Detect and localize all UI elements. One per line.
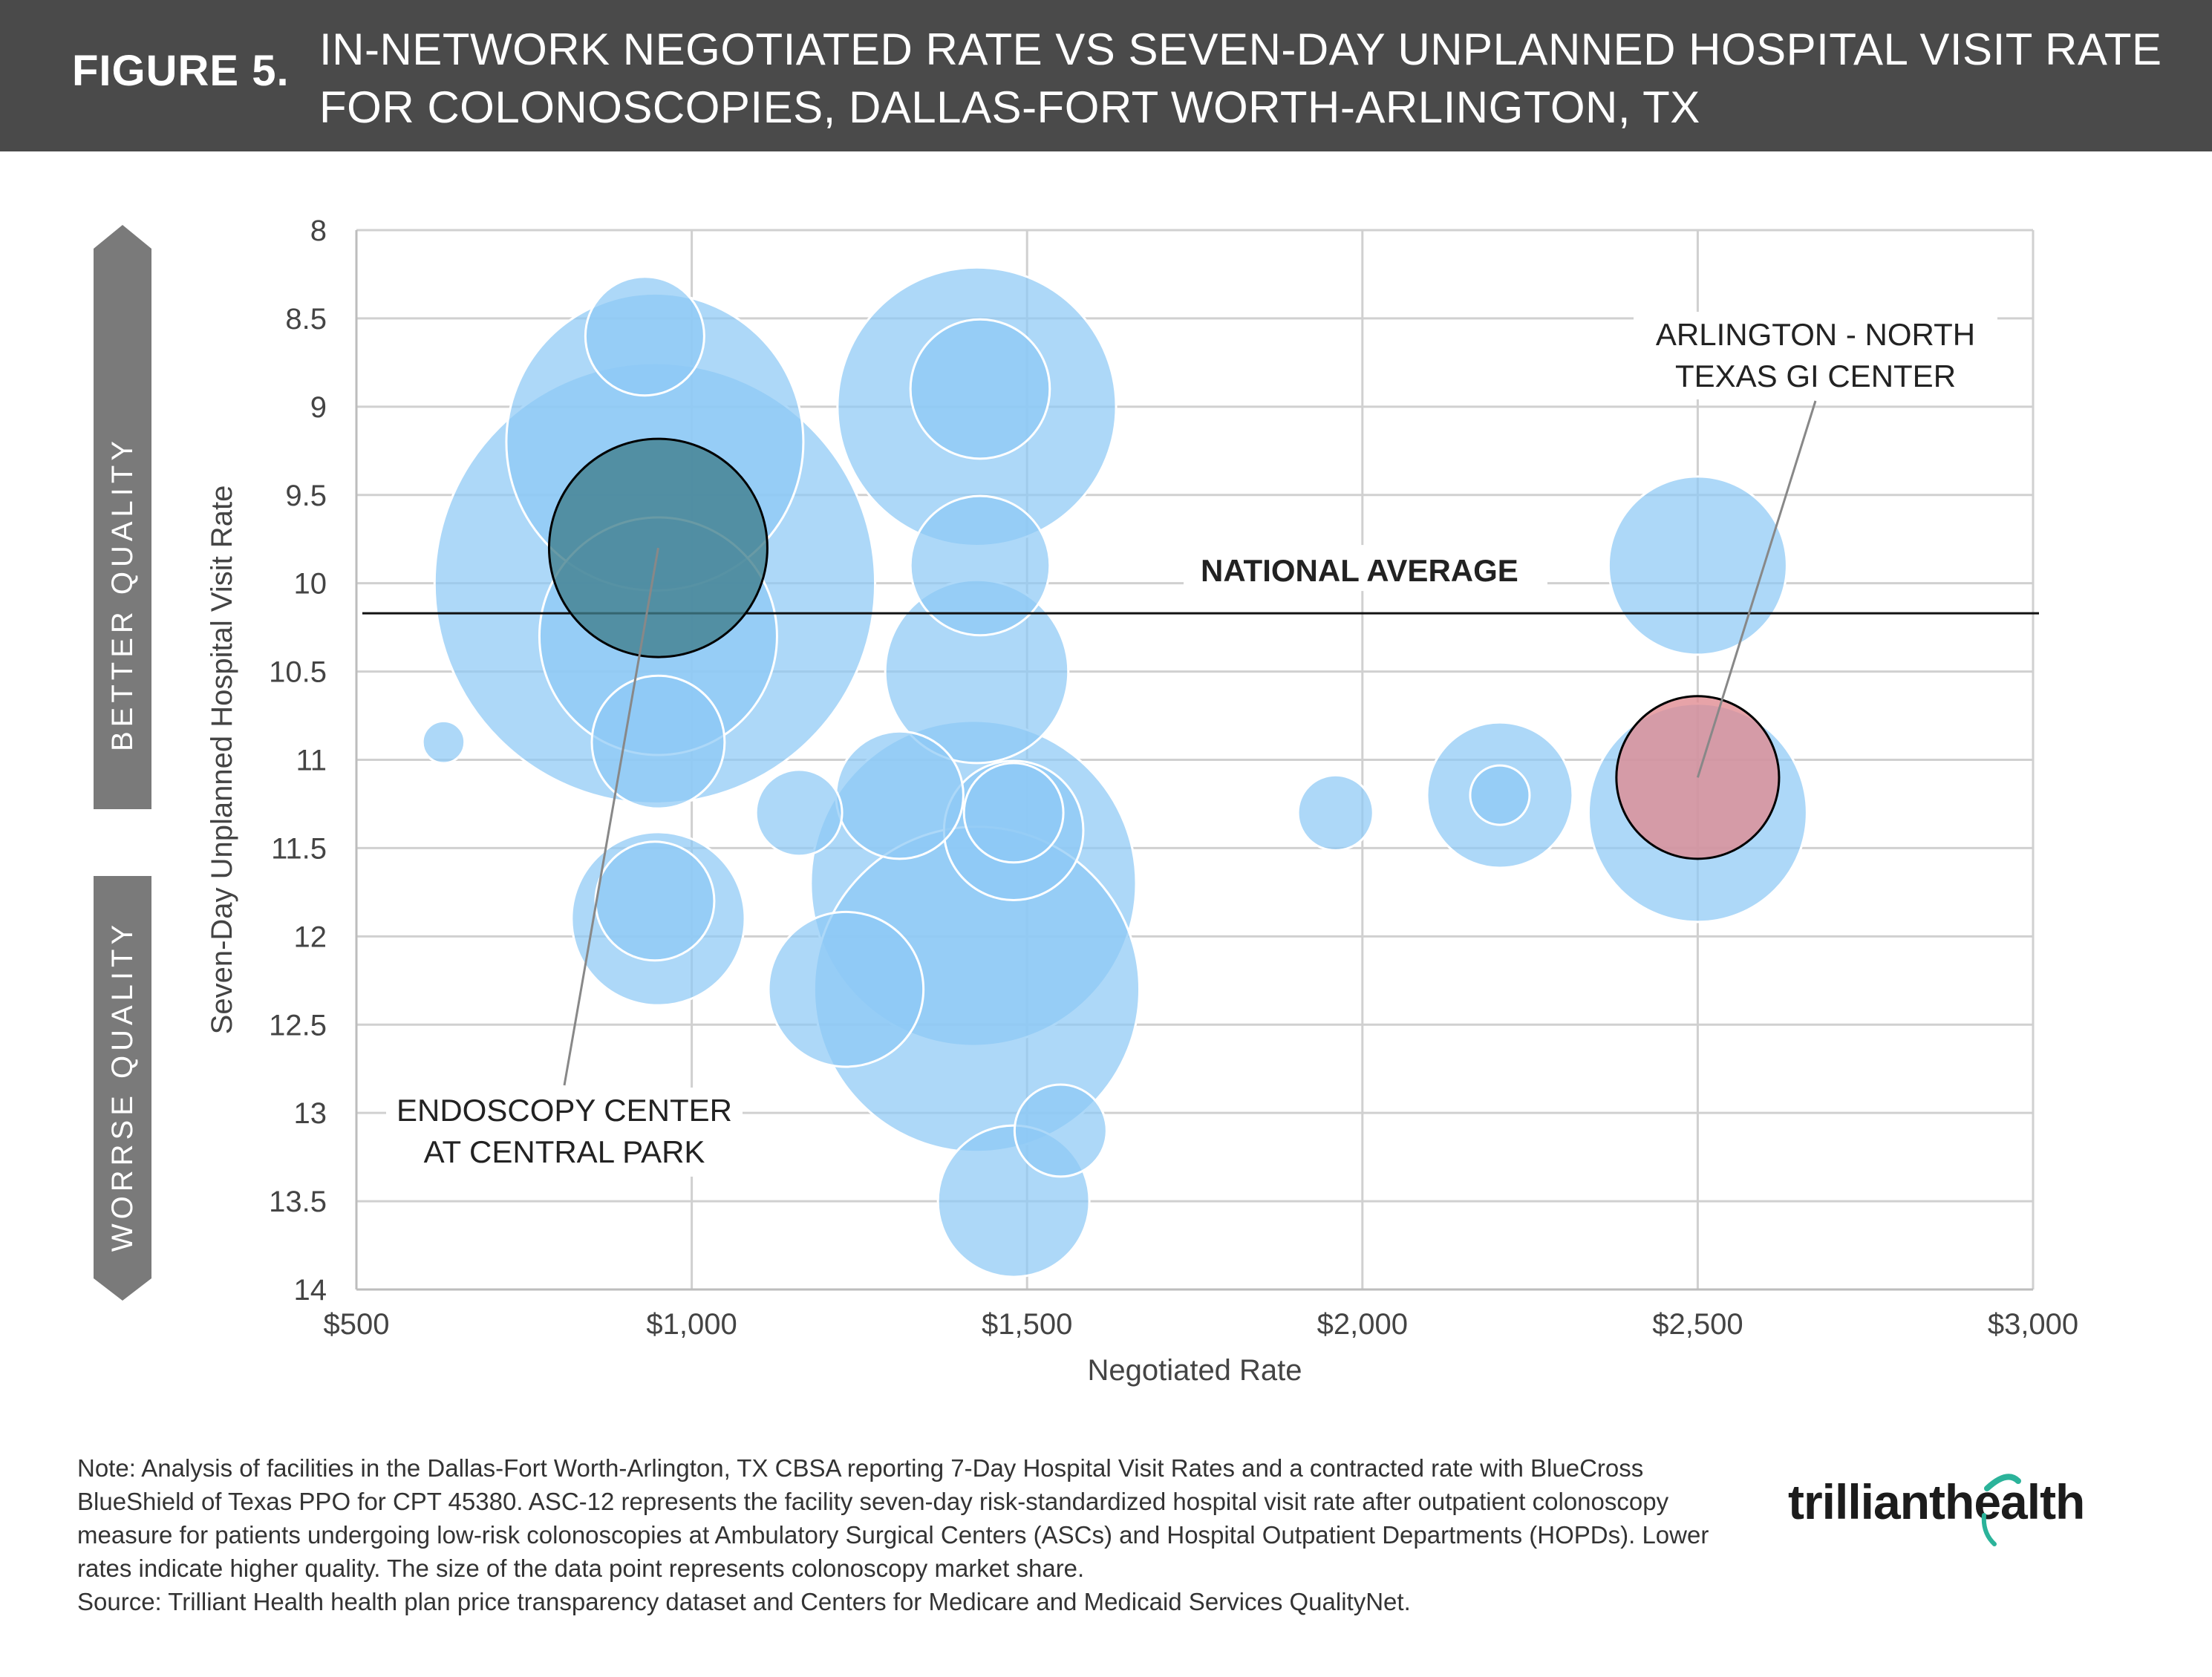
y-tick-label: 9 [310, 391, 327, 424]
footnote-note: Note: Analysis of facilities in the Dall… [77, 1454, 1709, 1582]
data-bubble [594, 840, 716, 962]
y-tick-label: 14 [294, 1274, 327, 1307]
x-tick-label: $3,000 [1988, 1308, 2078, 1341]
national-average-label: NATIONAL AVERAGE [1201, 553, 1518, 588]
y-tick-label: 13.5 [269, 1186, 327, 1218]
annotations: ENDOSCOPY CENTER AT CENTRAL PARK ARLINGTON… [386, 312, 1997, 1177]
figure-title-line-2: FOR COLONOSCOPIES, DALLAS-FORT WORTH-ARL… [319, 82, 1700, 132]
national-average-label-bg [1184, 545, 1547, 592]
arlington-label: ARLINGTON - NORTH [1656, 317, 1975, 352]
y-tick-label: 10 [294, 568, 327, 601]
footnote: Note: Analysis of facilities in the Dall… [77, 1451, 1740, 1618]
arlington-leader-line [1696, 400, 1817, 778]
y-tick-label: 13 [294, 1097, 327, 1130]
central-park-label: AT CENTRAL PARK [424, 1134, 705, 1169]
data-bubble [584, 275, 705, 397]
data-bubble [754, 768, 844, 857]
data-bubble [590, 674, 726, 810]
worse-quality-label: WORRSE QUALITY [106, 921, 139, 1252]
figure-label: FIGURE 5. [72, 47, 290, 95]
y-tick-label: 11 [296, 745, 327, 777]
better-quality-arrow: BETTER QUALITY [94, 225, 151, 809]
worse-quality-arrow: WORRSE QUALITY [94, 876, 151, 1301]
y-tick-label: 12.5 [269, 1009, 327, 1042]
logo-text-part1: trilliant [1788, 1474, 1945, 1529]
x-axis-title: Negotiated Rate [1087, 1354, 1302, 1387]
trilliant-health-logo: trillianthealth [1788, 1474, 2085, 1530]
data-bubble [1296, 774, 1374, 851]
x-tick-label: $500 [324, 1308, 390, 1341]
data-bubble [767, 910, 925, 1068]
bubble-chart: BETTER QUALITY WORRSE QUALITY 8 8.5 9 9.5 10… [94, 215, 2078, 1387]
central-park-label-bg [386, 1088, 743, 1177]
arlington-label: TEXAS GI CENTER [1675, 359, 1956, 393]
y-tick-label: 11.5 [271, 832, 327, 865]
central-park-label: ENDOSCOPY CENTER [397, 1093, 732, 1128]
data-bubble [962, 762, 1065, 864]
figure-title: IN-NETWORK NEGOTIATED RATE VS SEVEN-DAY … [319, 21, 2162, 137]
data-bubble [909, 318, 1051, 460]
better-quality-label: BETTER QUALITY [106, 437, 139, 751]
y-tick-label: 12 [294, 921, 327, 953]
axes: 8 8.5 9 9.5 10 10.5 11 11.5 12 12.5 13 13.5 14$500 $1… [206, 215, 2078, 1387]
figure-title-line-1: IN-NETWORK NEGOTIATED RATE VS SEVEN-DAY … [319, 24, 2162, 74]
data-bubble [421, 719, 466, 765]
central-park-leader-line [563, 547, 659, 1086]
x-tick-label: $1,000 [646, 1308, 737, 1341]
y-tick-label: 9.5 [285, 480, 327, 512]
y-tick-label: 10.5 [269, 656, 327, 689]
y-tick-label: 8.5 [285, 303, 327, 336]
x-tick-label: $2,500 [1652, 1308, 1743, 1341]
y-axis-title: Seven-Day Unplanned Hospital Visit Rate [206, 486, 238, 1035]
logo-text-part2: health [1945, 1474, 2085, 1529]
data-bubble [835, 730, 965, 860]
data-bubble [1469, 764, 1531, 826]
y-tick-label: 8 [310, 215, 327, 247]
arlington-label-bg [1634, 312, 1997, 399]
figure-header: FIGURE 5. IN-NETWORK NEGOTIATED RATE VS … [0, 0, 2212, 151]
x-tick-label: $2,000 [1317, 1308, 1408, 1341]
data-bubble [1013, 1083, 1108, 1178]
logo-swoosh-icon [1981, 1474, 2021, 1546]
footnote-source: Source: Trilliant Health health plan pri… [77, 1588, 1411, 1615]
data-bubble [909, 494, 1051, 637]
x-tick-label: $1,500 [982, 1308, 1072, 1341]
data-bubble [1607, 475, 1788, 656]
